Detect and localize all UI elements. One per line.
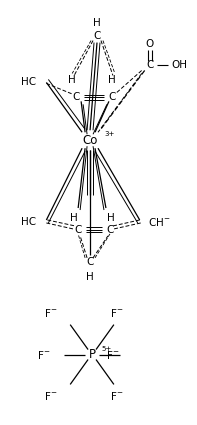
Text: H: H [107,213,115,223]
Text: C: C [72,92,80,102]
Text: HC: HC [21,77,36,88]
Text: HC: HC [21,217,36,227]
Text: C: C [74,225,82,235]
Text: F$^{-}$: F$^{-}$ [37,348,50,360]
Text: 5+: 5+ [101,346,111,351]
Text: F$^{-}$: F$^{-}$ [44,391,57,402]
Text: C: C [146,60,153,71]
Text: H: H [70,213,78,223]
Text: H: H [93,17,101,28]
Text: F$^{-}$: F$^{-}$ [44,307,57,319]
Text: Co: Co [82,134,98,147]
Text: F$^{-}$: F$^{-}$ [106,348,119,360]
Text: CH$^{-}$: CH$^{-}$ [148,216,170,228]
Text: H: H [68,75,76,85]
Text: C: C [106,225,114,235]
Text: 3+: 3+ [104,131,114,137]
Text: C: C [108,92,116,102]
Text: H: H [86,272,94,282]
Text: OH: OH [171,60,188,71]
Text: P: P [88,348,96,361]
Text: F$^{-}$: F$^{-}$ [110,307,123,319]
Text: H: H [108,75,116,85]
Text: C: C [86,257,94,267]
Text: O: O [146,39,154,48]
Text: C: C [93,31,101,40]
Text: F$^{-}$: F$^{-}$ [110,391,123,402]
